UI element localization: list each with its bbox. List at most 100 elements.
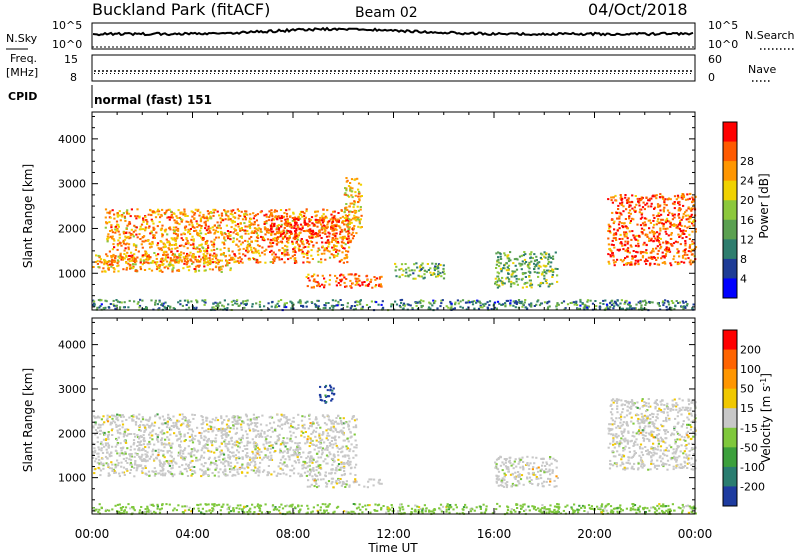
echo-cell xyxy=(254,446,257,449)
echo-cell xyxy=(350,443,353,446)
echo-cell xyxy=(263,221,266,223)
echo-cell xyxy=(201,246,204,249)
echo-cell xyxy=(357,225,360,228)
echo-cell xyxy=(524,299,527,301)
echo-cell xyxy=(286,465,289,468)
echo-cell xyxy=(193,213,196,216)
echo-cell xyxy=(273,507,276,510)
echo-cell xyxy=(583,506,586,509)
echo-cell xyxy=(312,285,315,288)
echo-cell xyxy=(683,261,686,264)
echo-cell xyxy=(677,233,680,236)
echo-cell xyxy=(161,257,164,260)
echo-cell xyxy=(292,212,295,215)
echo-cell xyxy=(206,423,209,426)
echo-cell xyxy=(284,445,287,448)
echo-cell xyxy=(160,507,163,510)
echo-cell xyxy=(323,249,326,252)
echo-cell xyxy=(501,282,504,285)
echo-cell xyxy=(582,307,585,310)
echo-cell xyxy=(114,307,117,310)
echo-cell xyxy=(556,510,559,513)
echo-cell xyxy=(236,415,239,418)
echo-cell xyxy=(340,423,344,426)
echo-cell xyxy=(317,260,320,263)
echo-cell xyxy=(219,227,222,230)
echo-cell xyxy=(308,279,311,282)
echo-cell xyxy=(252,217,255,220)
echo-cell xyxy=(142,219,145,221)
echo-cell xyxy=(361,283,364,286)
echo-cell xyxy=(514,510,517,513)
echo-cell xyxy=(398,304,401,307)
echo-cell xyxy=(310,425,313,428)
echo-cell xyxy=(484,509,488,512)
echo-cell xyxy=(414,508,417,511)
echo-cell xyxy=(353,209,356,212)
echo-cell xyxy=(273,260,276,262)
echo-cell xyxy=(547,258,550,261)
echo-cell xyxy=(346,305,349,308)
echo-cell xyxy=(684,242,687,245)
echo-cell xyxy=(141,255,144,258)
echo-cell xyxy=(103,421,106,424)
echo-cell xyxy=(252,459,255,462)
echo-cell xyxy=(684,211,687,214)
echo-cell xyxy=(334,225,337,228)
echo-cell xyxy=(313,448,316,451)
echo-cell xyxy=(263,228,267,231)
echo-cell xyxy=(180,237,183,240)
echo-cell xyxy=(271,217,274,220)
echo-cell xyxy=(496,286,499,289)
noise-right-tick-top: 10^5 xyxy=(708,19,738,32)
echo-cell xyxy=(169,261,172,264)
echo-cell xyxy=(327,302,330,304)
echo-cell xyxy=(246,244,249,247)
echo-cell xyxy=(124,506,128,509)
echo-cell xyxy=(281,441,284,444)
echo-cell xyxy=(344,214,347,217)
echo-cell xyxy=(643,228,646,231)
echo-cell xyxy=(122,231,126,234)
echo-cell xyxy=(353,214,356,217)
echo-cell xyxy=(626,262,630,265)
echo-cell xyxy=(121,214,124,216)
echo-cell xyxy=(329,420,333,423)
echo-cell xyxy=(140,444,143,446)
echo-cell xyxy=(338,436,341,439)
echo-cell xyxy=(370,278,373,281)
echo-cell xyxy=(269,229,272,232)
echo-cell xyxy=(288,418,291,421)
echo-cell xyxy=(186,239,189,242)
echo-cell xyxy=(248,258,251,261)
echo-cell xyxy=(248,456,252,459)
echo-cell xyxy=(181,239,185,241)
echo-cell xyxy=(291,464,294,467)
echo-cell xyxy=(515,303,518,305)
echo-cell xyxy=(664,230,667,233)
echo-cell xyxy=(623,302,626,305)
echo-cell xyxy=(134,462,137,465)
echo-cell xyxy=(291,243,294,245)
echo-cell xyxy=(310,457,313,460)
echo-cell xyxy=(623,233,626,236)
echo-cell xyxy=(376,504,380,507)
echo-cell xyxy=(508,278,511,281)
echo-cell xyxy=(664,253,668,256)
echo-cell xyxy=(619,197,622,200)
echo-cell xyxy=(115,437,118,440)
echo-cell xyxy=(284,505,287,508)
echo-cell xyxy=(236,420,239,423)
echo-cell xyxy=(578,504,581,507)
echo-cell xyxy=(263,226,266,229)
echo-cell xyxy=(337,220,340,223)
echo-cell xyxy=(500,269,503,271)
echo-cell xyxy=(233,253,236,256)
echo-cell xyxy=(620,199,623,201)
echo-cell xyxy=(231,241,235,243)
echo-cell xyxy=(512,304,515,307)
echo-cell xyxy=(217,261,220,263)
echo-cell xyxy=(170,250,173,253)
echo-cell xyxy=(499,252,502,255)
